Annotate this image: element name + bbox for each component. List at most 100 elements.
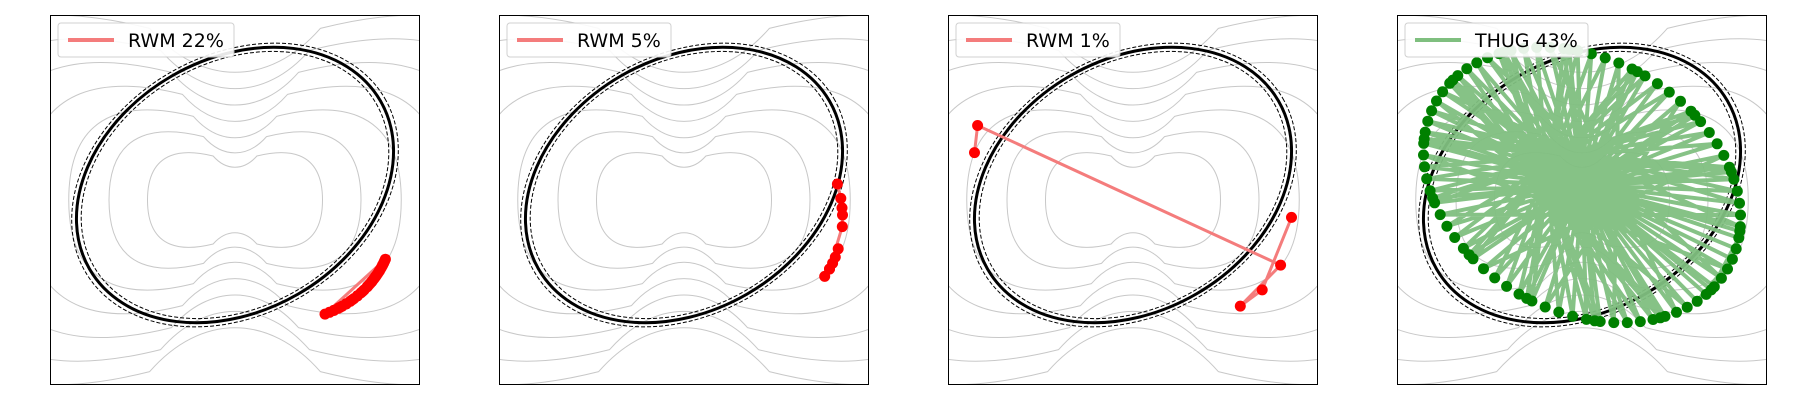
legend-label: RWM 22%	[128, 30, 224, 52]
sample-point	[1722, 263, 1733, 275]
sample-point	[1634, 316, 1646, 328]
axes-frame	[1397, 15, 1767, 385]
manifold-band-outer-dashed	[71, 42, 399, 328]
sample-point	[1671, 306, 1682, 318]
legend: RWM 5%	[506, 22, 672, 58]
contour-line	[50, 62, 420, 338]
sample-point	[1553, 306, 1565, 318]
sample-point	[836, 221, 848, 233]
sample-point	[819, 270, 831, 282]
sample-point	[1711, 138, 1723, 150]
sample-point	[1599, 52, 1611, 64]
sample-point	[1447, 74, 1459, 86]
panel: RWM 5%	[499, 15, 869, 385]
panel: RWM 1%	[948, 15, 1318, 385]
sample-point	[1703, 127, 1715, 138]
sample-point	[832, 243, 844, 255]
sample-point	[1734, 225, 1746, 237]
sample-point	[831, 178, 843, 190]
sample-point	[1734, 197, 1745, 209]
sample-point	[1654, 312, 1666, 324]
axes-frame	[499, 15, 869, 385]
sample-point	[1608, 317, 1620, 329]
panel: THUG 43%	[1397, 15, 1767, 385]
sample-point	[1419, 161, 1430, 173]
contour-line	[146, 152, 324, 248]
contour-line	[499, 62, 869, 338]
sample-point	[969, 147, 980, 159]
sample-point	[1681, 301, 1693, 313]
manifold-band-outer-dashed	[969, 42, 1297, 328]
manifold-band-inner-dashed	[529, 50, 839, 320]
sample-trajectory	[1421, 45, 1743, 325]
legend: RWM 1%	[955, 22, 1121, 58]
contour-line	[517, 109, 851, 291]
manifold-curve	[74, 45, 396, 325]
manifold-band-inner-dashed	[80, 50, 390, 320]
sample-point	[1234, 300, 1246, 312]
contour-line	[1044, 152, 1222, 248]
sample-point	[972, 120, 984, 131]
legend-box	[57, 22, 235, 58]
sample-point	[1427, 192, 1439, 204]
sample-point	[835, 192, 847, 204]
contour-line	[948, 62, 1318, 338]
sample-point	[1286, 211, 1297, 223]
sample-point	[1651, 78, 1663, 90]
sample-point	[1726, 253, 1738, 265]
sample-point	[837, 209, 848, 221]
sample-point	[1489, 272, 1501, 284]
contour-line	[108, 131, 362, 269]
sample-point	[319, 308, 331, 320]
sample-point	[1421, 173, 1433, 185]
manifold-curve	[523, 45, 845, 325]
contour-line	[50, 85, 420, 315]
sample-point	[1567, 310, 1579, 322]
sample-point	[1691, 295, 1703, 307]
sample-point	[1434, 209, 1446, 221]
legend: RWM 22%	[57, 22, 235, 58]
plot-area	[50, 15, 420, 385]
sample-point	[1663, 86, 1675, 98]
plot-area	[948, 15, 1318, 385]
sample-point	[1478, 263, 1489, 275]
sample-point	[1501, 280, 1513, 292]
legend-label: RWM 5%	[577, 30, 661, 52]
contour-line	[499, 85, 869, 315]
sample-point	[1589, 315, 1601, 327]
sample-point	[1471, 57, 1483, 69]
sample-point	[1689, 109, 1701, 121]
contour-line	[595, 152, 773, 248]
sample-point	[1730, 243, 1742, 255]
sample-point	[1718, 149, 1730, 161]
sample-point	[1441, 220, 1453, 232]
plot-area	[499, 15, 869, 385]
contour-line	[948, 15, 1318, 385]
sample-point	[1580, 313, 1592, 325]
manifold-curve	[972, 45, 1294, 325]
sample-point	[1418, 149, 1429, 161]
plot-area	[1397, 15, 1767, 385]
sample-point	[1715, 272, 1727, 284]
sample-point	[1613, 57, 1625, 69]
sample-point	[1418, 133, 1430, 145]
sample-point	[328, 304, 340, 316]
sample-point	[1426, 105, 1438, 117]
contour-line	[948, 38, 1318, 362]
sample-point	[1725, 166, 1737, 178]
sample-point	[1731, 185, 1743, 197]
axes-frame	[50, 15, 420, 385]
contour-line	[1006, 131, 1260, 269]
contour-line	[499, 15, 869, 385]
sample-point	[1675, 95, 1686, 107]
legend-box	[955, 22, 1121, 58]
legend: THUG 43%	[1404, 22, 1589, 58]
sample-point	[1705, 284, 1717, 296]
sample-point	[1621, 317, 1633, 329]
legend-label: RWM 1%	[1026, 30, 1110, 52]
sample-point	[1631, 66, 1643, 78]
sample-point	[1422, 115, 1434, 127]
sample-point	[1539, 301, 1551, 313]
sample-point	[1431, 95, 1442, 107]
